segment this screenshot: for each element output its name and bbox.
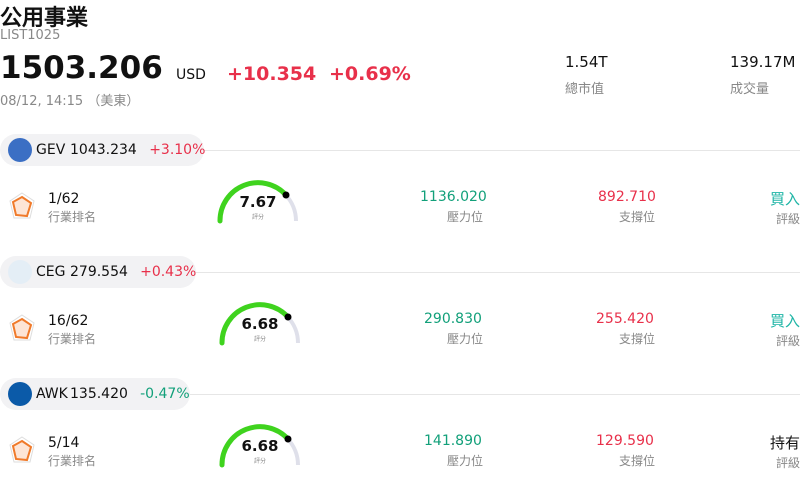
score-gauge	[219, 302, 300, 346]
price: 1503.206	[0, 50, 163, 86]
rank-icon	[9, 314, 35, 341]
rank: 16/62	[48, 313, 89, 329]
stock-change: +3.10%	[149, 142, 206, 158]
resistance-label: 壓力位	[447, 332, 484, 346]
rank-label: 行業排名	[48, 454, 97, 468]
score: 6.68	[241, 315, 279, 333]
score: 6.68	[241, 437, 279, 455]
stock-price: 1043.234	[70, 142, 137, 158]
divider	[196, 272, 800, 273]
score-label: 評分	[251, 214, 264, 221]
score-label: 評分	[253, 336, 266, 343]
rank: 5/14	[48, 435, 80, 451]
resistance: 290.830	[424, 311, 482, 327]
stock-pill[interactable]	[0, 256, 196, 288]
score: 7.67	[239, 193, 277, 211]
rating: 買入	[769, 312, 800, 330]
change-percent: +0.69%	[329, 63, 411, 85]
support: 129.590	[596, 433, 654, 449]
resistance: 141.890	[424, 433, 482, 449]
rank-label: 行業排名	[48, 210, 97, 224]
ticker[interactable]: CEG	[36, 264, 66, 280]
divider	[190, 394, 800, 395]
stock-change: +0.43%	[140, 264, 197, 280]
stock-icon	[8, 260, 32, 284]
rating-label: 評級	[775, 334, 800, 348]
currency: USD	[176, 67, 206, 83]
rank-label: 行業排名	[48, 332, 97, 346]
score-label: 評分	[253, 458, 266, 465]
stat-label: 總市值	[565, 82, 605, 97]
rating: 持有	[769, 434, 800, 452]
change: +10.354	[227, 63, 317, 85]
ticker[interactable]: GEV	[36, 142, 66, 158]
stock-price: 135.420	[70, 386, 128, 402]
rating-label: 評級	[775, 456, 800, 470]
ticker[interactable]: AWK	[36, 386, 68, 402]
support: 892.710	[598, 189, 656, 205]
stock-pill[interactable]	[0, 134, 204, 166]
time: 08/12, 14:15 （美東）	[0, 94, 140, 109]
rating-label: 評級	[775, 212, 800, 226]
stat-label: 成交量	[730, 82, 770, 97]
stock-icon	[8, 382, 32, 406]
support: 255.420	[596, 311, 654, 327]
stat-value: 1.54T	[565, 53, 608, 71]
rank: 1/62	[48, 191, 80, 207]
code: LIST1025	[0, 28, 61, 43]
rank-icon	[9, 192, 35, 219]
resistance-label: 壓力位	[447, 454, 484, 468]
score-gauge	[219, 424, 300, 468]
score-gauge	[217, 180, 298, 224]
resistance: 1136.020	[420, 189, 487, 205]
stock-icon	[8, 138, 32, 162]
rank-icon	[9, 436, 35, 463]
divider	[204, 150, 800, 151]
title: 公用事業	[0, 6, 89, 31]
resistance-label: 壓力位	[447, 210, 484, 224]
support-label: 支撐位	[619, 210, 656, 224]
rating: 買入	[769, 190, 800, 208]
stock-price: 279.554	[70, 264, 128, 280]
stat-value: 139.17M	[730, 53, 796, 71]
support-label: 支撐位	[619, 332, 656, 346]
stock-change: -0.47%	[140, 386, 190, 402]
support-label: 支撐位	[619, 454, 656, 468]
